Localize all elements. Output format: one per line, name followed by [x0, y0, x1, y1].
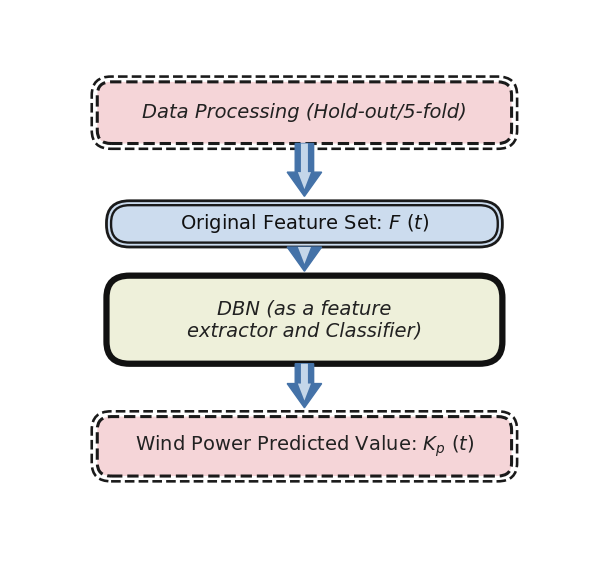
Polygon shape	[298, 364, 311, 400]
Text: Wind Power Predicted Value: $K_p$ $(t)$: Wind Power Predicted Value: $K_p$ $(t)$	[135, 434, 474, 459]
Polygon shape	[298, 144, 311, 189]
FancyBboxPatch shape	[97, 416, 511, 476]
Text: DBN (as a feature
extractor and Classifier): DBN (as a feature extractor and Classifi…	[187, 299, 422, 340]
FancyBboxPatch shape	[97, 82, 511, 144]
FancyBboxPatch shape	[106, 276, 503, 364]
Polygon shape	[287, 144, 322, 196]
Text: Data Processing (Hold-out/5-fold): Data Processing (Hold-out/5-fold)	[142, 103, 467, 122]
Text: Original Feature Set: $F$ $(t)$: Original Feature Set: $F$ $(t)$	[180, 212, 429, 236]
Polygon shape	[298, 247, 311, 264]
Polygon shape	[287, 247, 322, 271]
Polygon shape	[287, 364, 322, 408]
FancyBboxPatch shape	[106, 201, 503, 247]
